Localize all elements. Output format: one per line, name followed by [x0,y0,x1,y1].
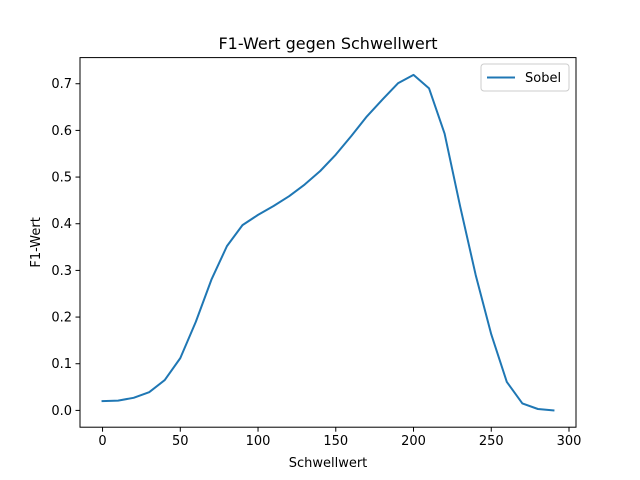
x-axis-label: Schwellwert [289,456,368,471]
legend-label-sobel: Sobel [525,71,561,86]
x-axis: 0 50 100 150 200 250 300 [98,427,581,449]
y-tick-label: 0.3 [51,264,72,279]
y-tick-label: 0.7 [51,77,72,92]
y-tick-label: 0.1 [51,357,72,372]
axes-frame [79,57,577,428]
legend: Sobel [480,63,570,92]
y-tick-label: 0.0 [51,404,72,419]
y-axis-label: F1-Wert [29,217,44,267]
x-tick-label: 300 [557,434,582,449]
y-tick-label: 0.2 [51,311,72,326]
legend-box [480,63,570,92]
y-tick-label: 0.5 [51,171,72,186]
x-tick-label: 100 [246,434,271,449]
y-tick-label: 0.4 [51,217,72,232]
x-tick-label: 0 [98,434,106,449]
plot-layer [101,73,555,412]
x-tick-label: 150 [323,434,348,449]
x-tick-label: 250 [479,434,504,449]
chart-title: F1-Wert gegen Schwellwert [218,34,437,53]
series-line-sobel [101,73,555,412]
x-tick-label: 200 [401,434,426,449]
y-axis: 0.0 0.1 0.2 0.3 0.4 0.5 0.6 0.7 [51,77,80,419]
y-tick-label: 0.6 [51,124,72,139]
x-tick-label: 50 [172,434,189,449]
